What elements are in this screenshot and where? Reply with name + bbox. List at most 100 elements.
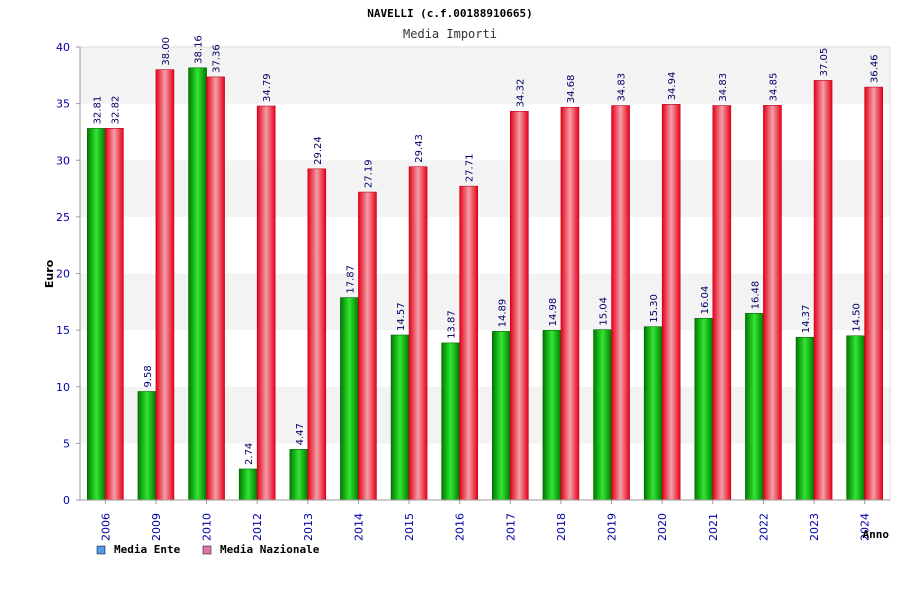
bar-value-label: 38.16 (194, 35, 205, 64)
bar-media-nazionale (155, 69, 175, 501)
bar-media-nazionale (712, 105, 732, 501)
bar-value-label: 27.71 (465, 154, 476, 183)
y-tick-label: 0 (63, 494, 70, 507)
bar-value-label: 9.58 (143, 365, 154, 387)
bar-value-label: 34.85 (768, 73, 779, 102)
bar-media-nazionale (358, 191, 377, 501)
y-tick-label: 30 (56, 154, 70, 167)
x-tick-label: 2021 (707, 513, 720, 541)
legend-swatch-media-ente (96, 545, 106, 555)
bar-value-label: 15.04 (599, 297, 610, 326)
bar-value-label: 32.82 (110, 96, 121, 125)
legend-label-media-nazionale: Media Nazionale (220, 543, 320, 556)
bar-media-ente (694, 318, 714, 501)
legend-item-media-ente: Media Ente (96, 543, 181, 556)
bar-media-nazionale (256, 105, 276, 501)
y-tick-label: 10 (56, 381, 70, 394)
bars: 32.81 32.82 9.58 38.00 38.16 37.36 2.74 34.79 4.… (87, 35, 883, 501)
bar-media-ente (643, 326, 663, 501)
bar-value-label: 16.48 (750, 281, 761, 310)
bar-value-label: 37.36 (212, 44, 223, 73)
bar-media-ente (795, 336, 815, 501)
x-tick-label: 2018 (555, 513, 568, 541)
legend-swatch-media-nazionale (202, 545, 212, 555)
bar-media-ente (289, 449, 309, 501)
bar-value-label: 14.50 (852, 303, 863, 332)
bar-media-nazionale (813, 80, 833, 501)
bar-media-nazionale (408, 166, 428, 501)
bar-media-nazionale (510, 111, 529, 501)
bar-media-nazionale (459, 185, 478, 501)
y-tick-label: 5 (63, 437, 70, 450)
bar-value-label: 38.00 (161, 37, 172, 66)
legend-item-media-nazionale: Media Nazionale (202, 543, 320, 556)
y-tick-label: 15 (56, 324, 70, 337)
bar-value-label: 27.19 (363, 159, 374, 188)
x-tick-label: 2023 (808, 513, 821, 541)
bar-media-nazionale (105, 128, 124, 501)
x-tick-label: 2017 (504, 513, 517, 541)
legend-label-media-ente: Media Ente (114, 543, 181, 556)
x-tick-label: 2016 (454, 513, 467, 541)
bar-value-label: 29.43 (414, 134, 425, 163)
bar-value-label: 16.04 (700, 286, 711, 315)
bar-media-nazionale (560, 106, 580, 501)
bar-value-label: 32.81 (92, 96, 103, 125)
legend: Media Ente Media Nazionale (96, 543, 320, 556)
bar-value-label: 13.87 (447, 310, 458, 339)
x-tick-label: 2020 (656, 513, 669, 541)
x-axis-label: Anno (863, 528, 890, 541)
bar-value-label: 4.47 (295, 423, 306, 445)
bar-value-label: 14.57 (396, 302, 407, 331)
bar-media-nazionale (307, 168, 327, 501)
bar-media-ente (441, 342, 460, 501)
bar-media-ente (492, 331, 511, 501)
bar-value-label: 34.94 (667, 72, 678, 101)
bar-media-ente (542, 330, 562, 501)
bar-value-label: 34.32 (515, 79, 526, 108)
chart-subtitle: Media Importi (403, 27, 497, 41)
bar-media-ente (745, 313, 764, 501)
bar-value-label: 17.87 (345, 265, 356, 294)
y-tick-label: 25 (56, 211, 70, 224)
x-tick-label: 2006 (99, 513, 112, 541)
x-axis-ticks: 2006 2009 2010 2012 2013 2014 2015 2016 2017 2018… (99, 500, 872, 541)
x-tick-label: 2009 (150, 513, 163, 541)
bar-value-label: 34.83 (718, 73, 729, 102)
x-tick-label: 2019 (606, 513, 619, 541)
bar-value-label: 14.37 (801, 305, 812, 334)
bar-media-nazionale (611, 105, 630, 501)
y-tick-label: 35 (56, 98, 70, 111)
bar-media-ente (846, 335, 865, 501)
bar-media-nazionale (763, 105, 782, 501)
bar-value-label: 2.74 (244, 443, 255, 465)
x-tick-label: 2014 (352, 513, 365, 541)
bar-media-nazionale (206, 76, 225, 501)
bar-value-label: 14.89 (497, 299, 508, 328)
bar-value-label: 34.79 (262, 73, 273, 102)
bar-media-ente (593, 329, 612, 501)
bar-value-label: 37.05 (819, 48, 830, 77)
x-tick-label: 2013 (302, 513, 315, 541)
bar-value-label: 36.46 (870, 54, 881, 83)
y-axis-label: Euro (43, 259, 56, 288)
bar-media-ente (238, 468, 258, 501)
x-tick-label: 2024 (859, 513, 872, 541)
bar-media-ente (188, 67, 207, 501)
bar-media-ente (340, 297, 359, 501)
y-tick-label: 40 (56, 41, 70, 54)
y-tick-label: 20 (56, 268, 70, 281)
x-tick-label: 2015 (403, 513, 416, 541)
bar-value-label: 34.68 (566, 75, 577, 104)
bar-value-label: 15.30 (649, 294, 660, 323)
bar-media-ente (390, 334, 410, 501)
bar-value-label: 14.98 (548, 298, 559, 327)
chart-title: NAVELLI (c.f.00188910665) (367, 7, 533, 20)
bar-media-nazionale (864, 86, 883, 501)
y-axis-ticks: 0 5 10 15 20 25 30 35 40 (56, 41, 80, 507)
bar-value-label: 34.83 (617, 73, 628, 102)
bar-media-ente (137, 391, 157, 501)
bar-value-label: 29.24 (313, 136, 324, 165)
bar-media-nazionale (661, 104, 681, 501)
